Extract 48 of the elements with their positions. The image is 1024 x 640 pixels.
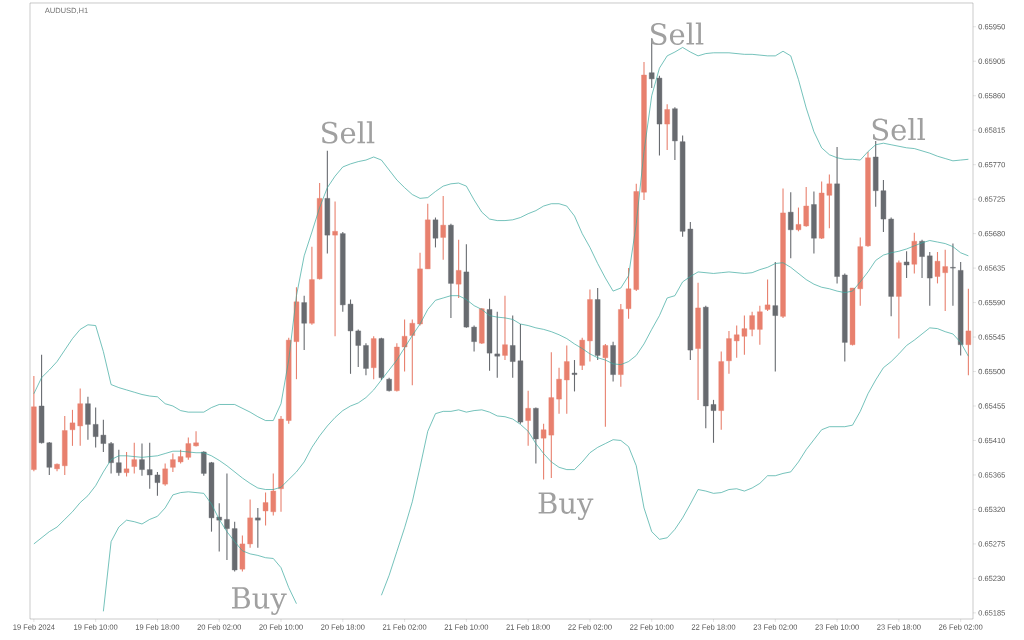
candlestick (440, 195, 446, 261)
candlestick (903, 250, 910, 279)
candlestick (131, 442, 137, 474)
candlestick (857, 236, 863, 307)
candlestick (409, 318, 415, 386)
candlestick (788, 191, 794, 259)
candlestick (618, 303, 624, 388)
candlestick (849, 287, 856, 347)
candlestick (123, 451, 130, 478)
candlestick (455, 239, 462, 299)
candlestick (371, 335, 377, 380)
annotation: Sell (651, 22, 704, 46)
candlestick (564, 344, 570, 415)
candlestick (479, 307, 485, 345)
candlestick (162, 462, 168, 487)
candlestick (293, 286, 300, 380)
annotation: Sell (872, 118, 926, 141)
annotation: Buy (232, 587, 287, 615)
candlestick (911, 232, 917, 274)
candlestick (332, 200, 338, 337)
candlestick (957, 261, 964, 356)
candlestick (62, 415, 68, 476)
annotation: Sell (322, 121, 375, 144)
candlestick (965, 288, 972, 376)
candlestick (664, 103, 670, 151)
candlestick (764, 279, 771, 312)
candlestick (301, 295, 307, 351)
candlestick (378, 337, 385, 381)
candlestick (772, 261, 778, 373)
candlestick (579, 337, 585, 371)
candlestick (594, 287, 601, 361)
candlestick (463, 243, 470, 329)
candlestick (571, 359, 578, 392)
candlestick (324, 150, 331, 255)
annotation: Buy (538, 492, 594, 521)
candlestick (842, 272, 848, 363)
candlestick (525, 390, 531, 447)
candlestick (950, 243, 956, 307)
candlestick (425, 203, 431, 270)
candlestick (927, 251, 933, 307)
candlestick (432, 216, 439, 248)
candlestick (602, 343, 609, 428)
candlestick (116, 449, 122, 477)
candlestick (718, 351, 724, 431)
candlestick (757, 305, 763, 346)
candlestick (232, 521, 238, 573)
candlestick (656, 75, 663, 157)
candlestick (255, 507, 261, 549)
